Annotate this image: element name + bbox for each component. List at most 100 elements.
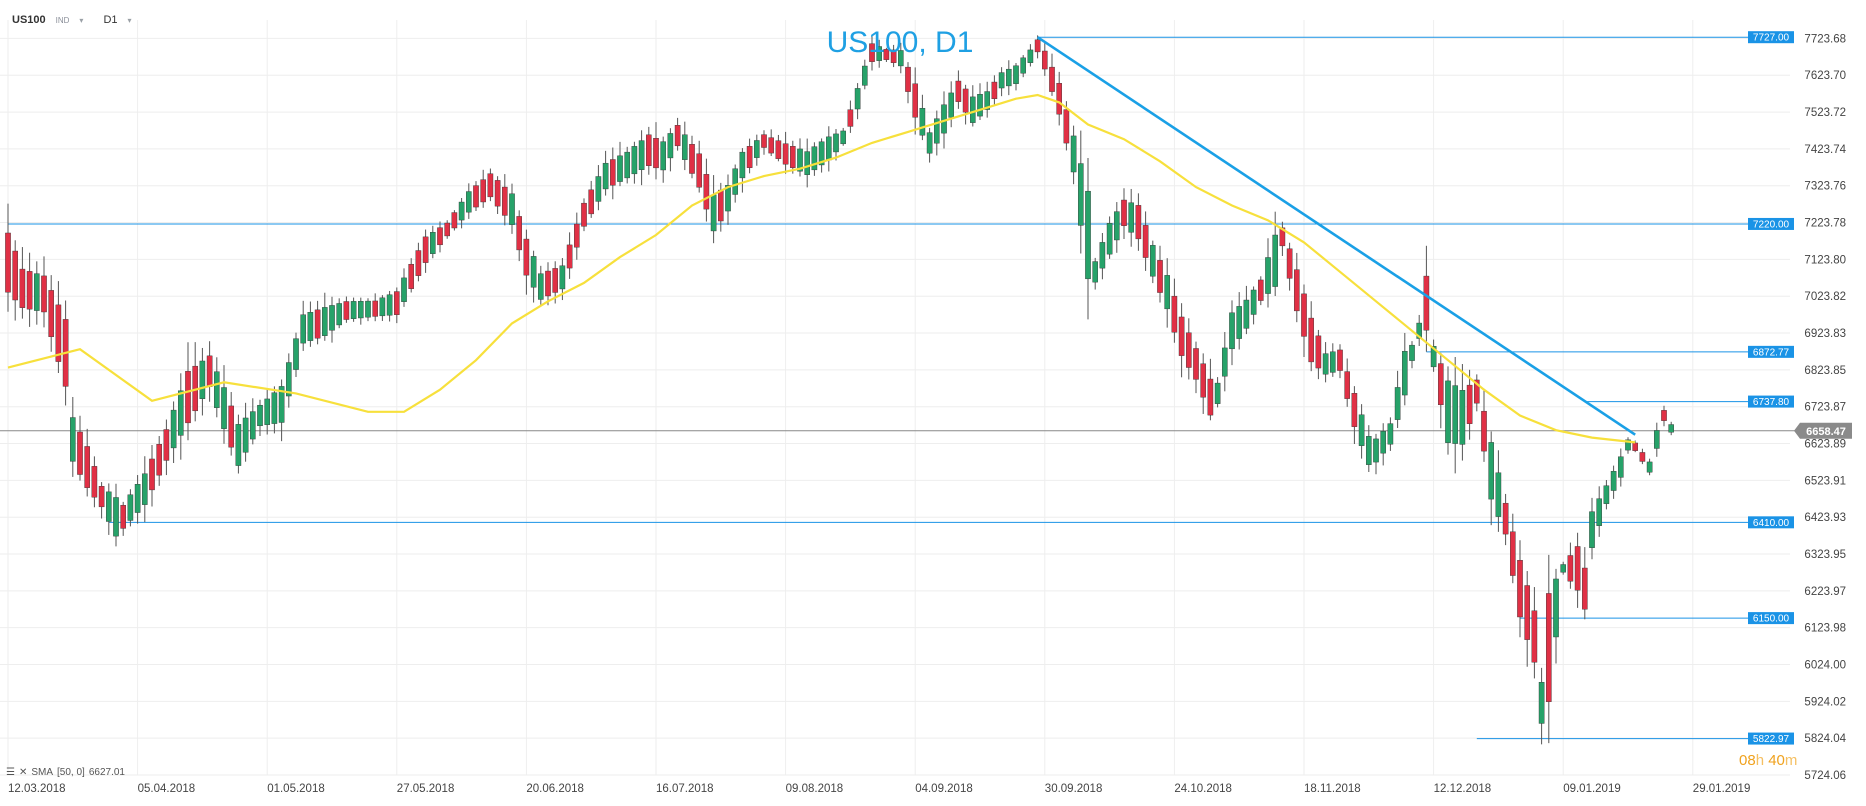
timeframe-label[interactable]: D1 (103, 14, 118, 26)
timer-hours: 08 (1739, 752, 1756, 769)
candle (444, 220, 451, 239)
y-tick-label: 7523.72 (1804, 107, 1846, 119)
candle-body (206, 355, 213, 387)
candle (1128, 188, 1134, 247)
candle-body (213, 371, 220, 408)
candle-body (840, 130, 846, 145)
candle (905, 62, 911, 104)
y-tick-label: 6123.98 (1804, 623, 1846, 635)
candle (1394, 370, 1401, 429)
x-tick-label: 12.12.2018 (1434, 783, 1492, 795)
candle (127, 489, 134, 527)
candle (1473, 374, 1480, 412)
candle (34, 261, 40, 325)
timer-minutes-unit: m (1784, 752, 1798, 769)
symbol-type-label: IND (55, 15, 70, 25)
candle-body (566, 244, 573, 269)
candle (530, 250, 537, 303)
candle (1113, 202, 1120, 253)
candle (1531, 587, 1538, 679)
candle-body (19, 268, 26, 308)
candle-body (1279, 227, 1286, 247)
candle (970, 85, 976, 127)
candle-body (48, 290, 54, 337)
candle-body (631, 146, 638, 175)
candle-body (1358, 414, 1365, 446)
candle-body (804, 151, 810, 175)
candle-body (134, 484, 141, 513)
candle (322, 292, 328, 341)
candle-body (1661, 410, 1667, 421)
candle (523, 229, 530, 295)
candle-body (1157, 260, 1163, 293)
candle (466, 183, 472, 219)
candle-body (480, 179, 487, 203)
candle (883, 47, 890, 63)
candle-body (854, 88, 861, 110)
current-price-label: 6658.47 (1806, 426, 1846, 438)
current-price-line: 6658.47 (0, 422, 1852, 439)
candle-body (1041, 50, 1048, 70)
candle-body (1473, 379, 1480, 404)
candle (379, 295, 386, 321)
candle (1351, 386, 1358, 445)
candle (1344, 358, 1350, 407)
level-label: 6150.00 (1753, 614, 1790, 625)
candle-body (1668, 424, 1674, 433)
candle-body (1257, 279, 1264, 301)
y-tick-label: 6723.87 (1804, 402, 1846, 414)
candle (69, 396, 76, 477)
candle (286, 353, 292, 408)
y-tick-label: 6523.91 (1804, 475, 1846, 487)
candle (538, 265, 544, 305)
list-icon[interactable]: ☰ (6, 767, 15, 778)
candle (1121, 188, 1127, 240)
candle (1221, 332, 1228, 392)
candle (509, 183, 515, 234)
candle-body (84, 446, 90, 488)
candle-body (1121, 199, 1127, 226)
candle-body (912, 83, 918, 118)
candle (775, 134, 782, 162)
candle-body (199, 360, 206, 400)
timer-hours-unit: h (1755, 752, 1765, 769)
candle-body (1135, 205, 1142, 240)
x-tick-label: 16.07.2018 (656, 783, 714, 795)
candle (350, 297, 357, 322)
candle-body (235, 424, 242, 466)
candle-body (588, 189, 594, 215)
y-tick-label: 6423.93 (1804, 512, 1846, 524)
candle (840, 127, 846, 146)
candle (1322, 342, 1329, 383)
candle (1106, 216, 1113, 259)
candle-body (1567, 555, 1574, 582)
candle-body (415, 250, 422, 276)
close-icon[interactable]: ✕ (18, 767, 28, 778)
y-tick-label: 7623.70 (1804, 70, 1846, 82)
symbol-label[interactable]: US100 (12, 14, 46, 26)
timeframe-dropdown-chevron-down-icon[interactable]: ▾ (127, 15, 132, 25)
candle-body (430, 232, 436, 254)
candle (955, 70, 962, 109)
symbol-dropdown-chevron-down-icon[interactable]: ▾ (79, 15, 84, 25)
y-tick-label: 6923.83 (1804, 328, 1846, 340)
timer-minutes: 40 (1768, 752, 1785, 769)
candle-body (1653, 430, 1660, 449)
candle-body (581, 202, 587, 227)
candle (5, 203, 11, 312)
candle (1610, 465, 1617, 499)
candle-body (754, 140, 760, 158)
candle-body (1113, 211, 1120, 241)
candle (1365, 425, 1372, 473)
candle (674, 117, 681, 151)
candle (790, 140, 796, 174)
candle (1214, 377, 1221, 408)
candle-body (163, 429, 170, 461)
candle-body (1077, 163, 1084, 226)
candle (1401, 332, 1408, 406)
level-label: 7220.00 (1753, 219, 1790, 230)
candle-body (1481, 410, 1487, 452)
candle (12, 240, 19, 321)
indicator-params: [50, 0] (57, 767, 85, 778)
